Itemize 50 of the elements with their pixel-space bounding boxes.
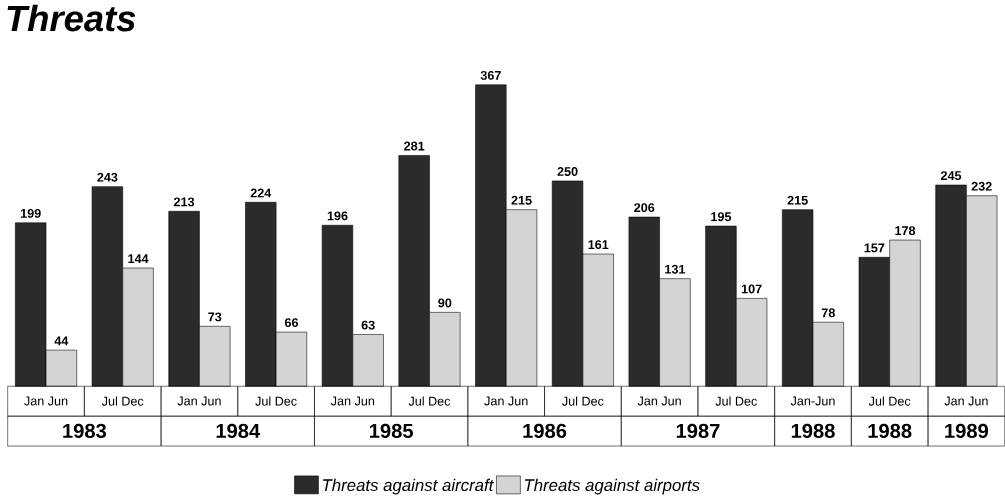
data-label: 73 xyxy=(208,312,222,322)
x-tick-label: Jan Jun xyxy=(637,396,681,406)
x-tick-label: Jan Jun xyxy=(177,396,221,406)
data-label: 195 xyxy=(711,212,732,222)
data-label: 178 xyxy=(895,226,916,236)
data-label: 281 xyxy=(404,141,425,151)
data-label: 131 xyxy=(665,264,686,274)
data-label: 224 xyxy=(250,188,272,198)
legend-label: Threats against aircraft xyxy=(323,478,494,495)
text: 1987 xyxy=(676,423,720,439)
data-label: 107 xyxy=(741,284,762,294)
data-label: 206 xyxy=(634,203,655,213)
data-label: 66 xyxy=(284,318,298,328)
text: 1988 xyxy=(791,423,835,439)
data-label: 161 xyxy=(588,240,609,250)
x-tick-label: Jul Dec xyxy=(101,396,144,406)
data-label: 215 xyxy=(511,195,532,205)
text: 1989 xyxy=(945,423,989,439)
data-label: 215 xyxy=(787,195,808,205)
text: 1988 xyxy=(868,423,912,439)
x-tick-label: Jan Jun xyxy=(484,396,528,406)
data-label: 250 xyxy=(557,167,578,177)
text: 1984 xyxy=(216,423,261,439)
x-tick-label: Jul Dec xyxy=(408,396,451,406)
chart-title: Threats xyxy=(7,4,136,32)
text: 1983 xyxy=(63,423,107,439)
x-tick-label: Jul Dec xyxy=(255,396,297,406)
legend-label: Threats against airports xyxy=(524,478,700,495)
data-label: 245 xyxy=(940,171,962,181)
x-tick-label: Jan Jun xyxy=(330,396,375,406)
x-tick-label: Jul Dec xyxy=(562,396,604,406)
x-tick-label: Jan-Jun xyxy=(790,396,835,406)
x-tick-label: Jul Dec xyxy=(715,396,757,406)
x-tick-label: Jan Jun xyxy=(944,396,988,406)
data-label: 196 xyxy=(327,211,348,221)
data-label: 199 xyxy=(20,209,41,219)
x-tick-label: Jan Jun xyxy=(24,396,68,406)
text: 1986 xyxy=(523,423,567,439)
text: 1985 xyxy=(370,423,414,439)
data-label: 243 xyxy=(97,172,118,182)
data-label: 144 xyxy=(128,254,149,264)
data-label: 367 xyxy=(480,71,501,81)
data-label: 90 xyxy=(438,298,452,308)
data-label: 213 xyxy=(174,197,195,207)
x-tick-label: Jul Dec xyxy=(868,396,911,406)
data-label: 157 xyxy=(864,243,885,253)
data-label: 78 xyxy=(821,308,835,318)
data-label: 44 xyxy=(54,336,69,346)
data-label: 232 xyxy=(971,181,992,191)
data-label: 63 xyxy=(361,320,375,330)
